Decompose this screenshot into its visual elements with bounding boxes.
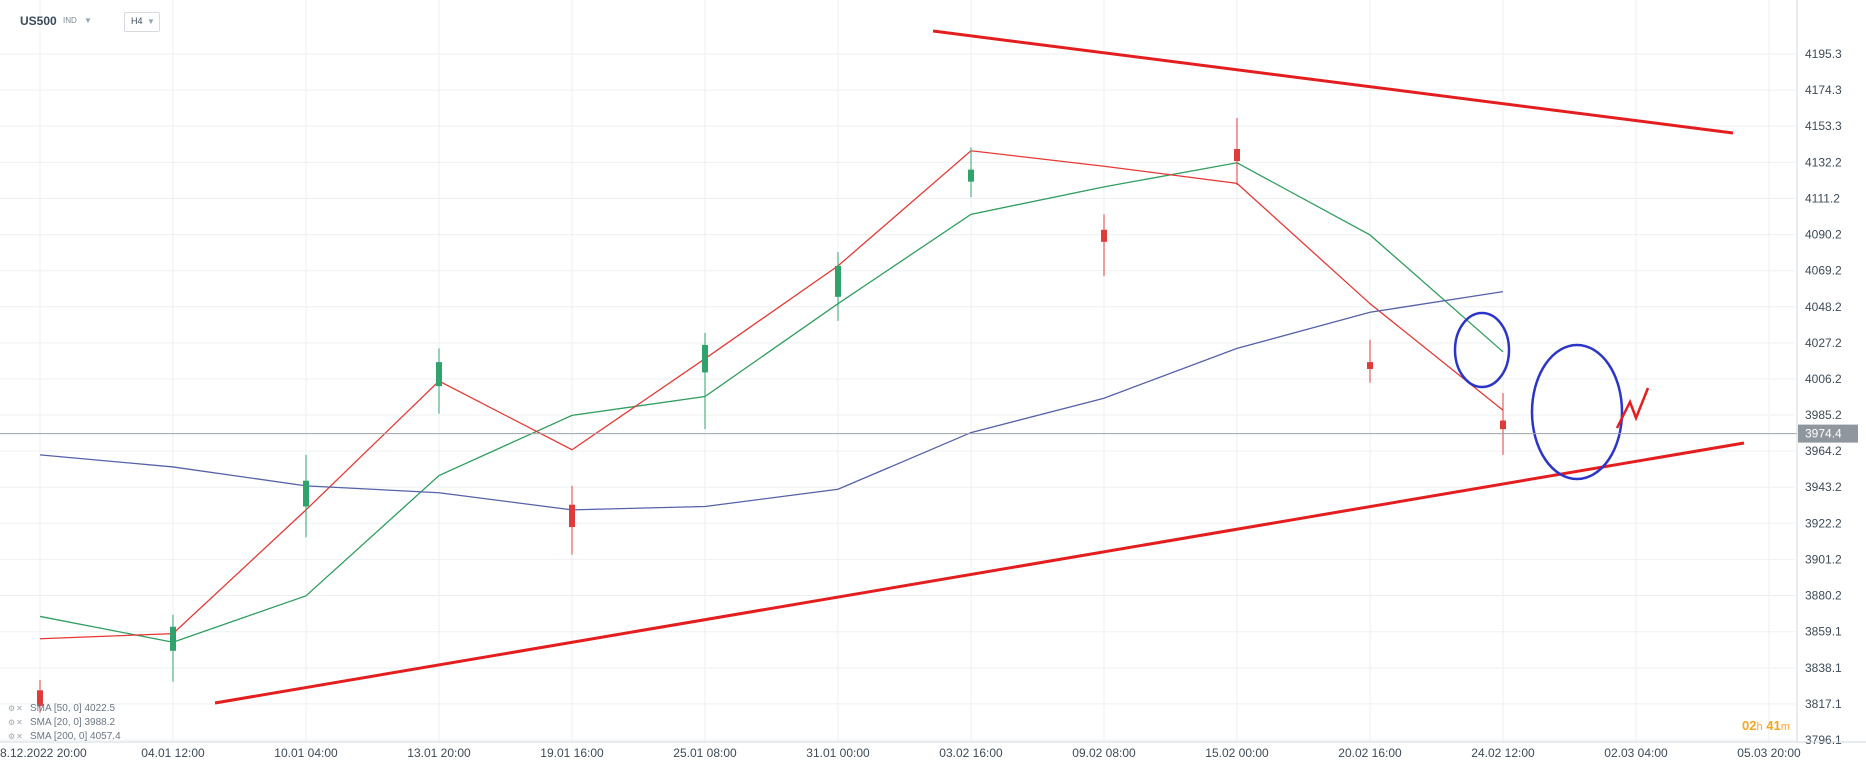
x-tick-label: 04.01 12:00 [141, 746, 205, 760]
candles[interactable] [37, 118, 1506, 713]
y-tick-label: 3880.2 [1805, 588, 1842, 602]
current-price-tag [1798, 424, 1858, 443]
y-tick-label: 4111.2 [1805, 192, 1840, 206]
y-tick-label: 4132.2 [1805, 155, 1842, 169]
candle-body [303, 480, 309, 507]
timeframe-label: H4 [131, 16, 143, 26]
y-tick-label: 3901.2 [1805, 552, 1842, 566]
current-price-label: 3974.4 [1805, 427, 1842, 441]
y-tick-label: 3922.2 [1805, 516, 1842, 530]
indicator-row-sma50[interactable]: ⚙✕ SMA [50, 0] 4022.5 [8, 702, 121, 716]
indicator-label: SMA [50, 0] [30, 703, 82, 714]
x-tick-label: 09.02 08:00 [1072, 746, 1136, 760]
y-tick-label: 3985.2 [1805, 408, 1842, 422]
highlight-circle-1[interactable] [1453, 311, 1511, 389]
y-tick-label: 4048.2 [1805, 300, 1842, 314]
indicator-value: 4057.4 [90, 731, 121, 742]
indicator-label: SMA [200, 0] [30, 731, 88, 742]
candle-body [1500, 420, 1506, 430]
candle-body [569, 504, 575, 528]
symbol-name[interactable]: US500 [20, 14, 57, 28]
y-tick-label: 3943.2 [1805, 480, 1842, 494]
y-tick-label: 4174.3 [1805, 83, 1842, 97]
indicator-settings-icon[interactable]: ⚙✕ [8, 732, 24, 741]
sma-line [39, 150, 1504, 640]
countdown-hours-unit: h [1756, 721, 1763, 733]
y-tick-label: 3859.1 [1805, 625, 1842, 639]
x-tick-label: 28.12.2022 20:00 [0, 746, 87, 760]
indicator-row-sma200[interactable]: ⚙✕ SMA [200, 0] 4057.4 [8, 730, 121, 744]
symbol-chevron-down-icon[interactable]: ▼ [84, 16, 92, 25]
candle-body [1234, 149, 1240, 162]
x-tick-label: 03.02 16:00 [939, 746, 1003, 760]
projection-zigzag[interactable] [1615, 387, 1650, 429]
y-tick-label: 3817.1 [1805, 697, 1842, 711]
user-drawings[interactable] [214, 29, 1745, 705]
highlight-circle-2[interactable] [1530, 343, 1624, 481]
moving-averages [39, 150, 1504, 643]
x-tick-label: 31.01 00:00 [806, 746, 870, 760]
indicator-row-sma20[interactable]: ⚙✕ SMA [20, 0] 3988.2 [8, 716, 121, 730]
candle-body [1101, 229, 1107, 242]
sma-line [39, 162, 1504, 643]
y-tick-label: 4090.2 [1805, 228, 1842, 242]
candle-body [37, 690, 43, 706]
sma-line [39, 291, 1504, 511]
y-tick-label: 4006.2 [1805, 372, 1842, 386]
countdown-minutes: 41 [1766, 718, 1781, 733]
candle-body [1367, 362, 1373, 369]
candle-body [702, 344, 708, 373]
y-tick-label: 4153.3 [1805, 119, 1842, 133]
x-tick-label: 05.03 20:00 [1737, 746, 1801, 760]
timeframe-chevron-down-icon: ▼ [147, 17, 155, 26]
y-tick-label: 3796.1 [1805, 733, 1842, 747]
x-tick-label: 15.02 00:00 [1205, 746, 1269, 760]
indicator-value: 3988.2 [84, 717, 116, 728]
indicator-settings-icon[interactable]: ⚙✕ [8, 704, 24, 713]
candle-body [835, 265, 841, 297]
candle-body [436, 362, 442, 387]
x-tick-label: 10.01 04:00 [274, 746, 338, 760]
support-trendline[interactable] [214, 441, 1745, 705]
x-tick-label: 13.01 20:00 [407, 746, 471, 760]
y-tick-label: 4027.2 [1805, 336, 1842, 350]
x-tick-label: 25.01 08:00 [673, 746, 737, 760]
candle-body [968, 169, 974, 182]
timeframe-select[interactable]: H4 ▼ [124, 12, 160, 32]
x-tick-label: 19.01 16:00 [540, 746, 604, 760]
current-price-line: 3974.4 [0, 424, 1858, 443]
candle-body [170, 626, 176, 651]
x-tick-label: 24.02 12:00 [1471, 746, 1535, 760]
candle-countdown: 02h 41m [1742, 718, 1790, 733]
y-tick-label: 4069.2 [1805, 264, 1842, 278]
indicator-settings-icon[interactable]: ⚙✕ [8, 718, 24, 727]
indicator-value: 4022.5 [84, 703, 116, 714]
resistance-trendline[interactable] [932, 29, 1734, 135]
y-tick-label: 4195.3 [1805, 47, 1842, 61]
x-tick-label: 20.02 16:00 [1338, 746, 1402, 760]
y-tick-label: 3964.2 [1805, 444, 1842, 458]
countdown-hours: 02 [1742, 718, 1757, 733]
indicator-label: SMA [20, 0] [30, 717, 82, 728]
y-tick-label: 3838.1 [1805, 661, 1842, 675]
grid [0, 0, 1795, 742]
indicator-legend: ⚙✕ SMA [50, 0] 4022.5 ⚙✕ SMA [20, 0] 398… [8, 702, 121, 744]
instrument-type: IND [63, 16, 77, 25]
x-tick-label: 02.03 04:00 [1604, 746, 1668, 760]
countdown-minutes-unit: m [1780, 721, 1790, 733]
